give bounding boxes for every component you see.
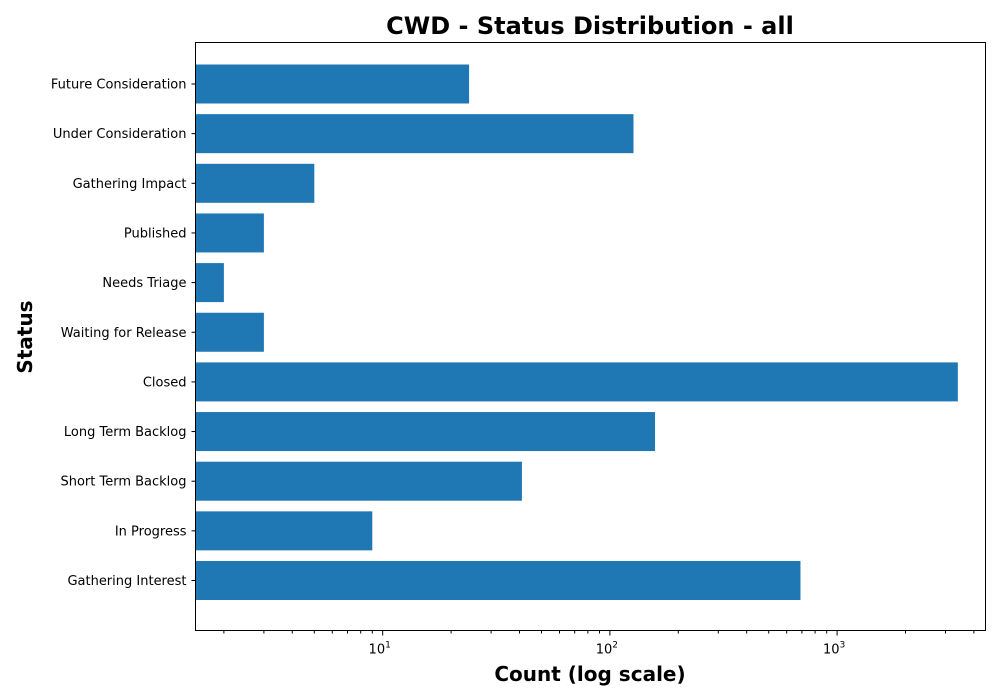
y-axis-ticks: Future Consideration Under Consideration G… (51, 78, 196, 589)
y-axis-label: Status (13, 300, 37, 373)
bars-layer (195, 64, 958, 600)
chart-title: CWD - Status Distribution - all (386, 12, 794, 40)
bar-under-consideration (195, 114, 634, 154)
x-tick-label-1e1: 101 (369, 641, 391, 658)
x-tick-label-1e3: 103 (823, 641, 845, 658)
bar-waiting-for-release (195, 312, 264, 352)
y-tick-label-future-consideration: Future Consideration (51, 78, 187, 93)
y-tick-label-under-consideration: Under Consideration (53, 127, 187, 142)
bar-in-progress (195, 511, 373, 551)
y-tick-label-published: Published (124, 226, 187, 241)
plot-area-frame (195, 42, 986, 631)
x-axis-label: Count (log scale) (494, 662, 685, 686)
bar-gathering-interest (195, 561, 801, 600)
x-axis-ticks: 101 102 103 (223, 630, 975, 658)
bar-long-term-backlog (195, 412, 656, 452)
y-tick-label-waiting-for-release: Waiting for Release (61, 326, 187, 341)
bar-closed (195, 362, 958, 402)
y-tick-label-gathering-interest: Gathering Interest (67, 574, 186, 589)
bar-published (195, 213, 264, 253)
y-tick-label-needs-triage: Needs Triage (102, 276, 186, 291)
x-tick-label-1e2: 102 (596, 641, 618, 658)
bar-needs-triage (195, 263, 224, 303)
y-tick-label-gathering-impact: Gathering Impact (73, 177, 187, 192)
bar-short-term-backlog (195, 461, 522, 501)
y-tick-label-short-term-backlog: Short Term Backlog (60, 475, 186, 490)
bar-future-consideration (195, 64, 470, 104)
y-tick-label-long-term-backlog: Long Term Backlog (64, 425, 187, 440)
y-tick-label-in-progress: In Progress (115, 524, 187, 539)
y-tick-label-closed: Closed (143, 375, 187, 390)
bar-gathering-impact (195, 163, 315, 203)
